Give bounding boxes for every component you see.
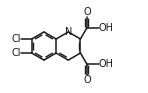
Text: Cl: Cl <box>11 34 21 44</box>
Text: N: N <box>65 27 72 37</box>
Text: Cl: Cl <box>11 48 21 58</box>
Text: OH: OH <box>99 59 114 69</box>
Text: OH: OH <box>99 23 114 33</box>
Text: O: O <box>83 75 91 85</box>
Text: O: O <box>83 7 91 17</box>
